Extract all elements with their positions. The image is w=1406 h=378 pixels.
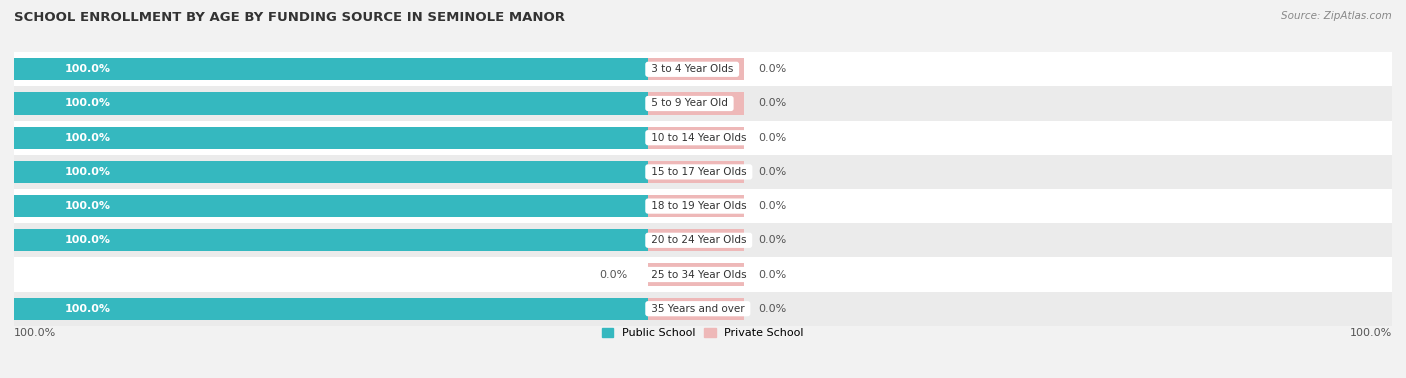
Text: 0.0%: 0.0% xyxy=(758,270,786,279)
Bar xyxy=(14,291,1392,326)
Text: 25 to 34 Year Olds: 25 to 34 Year Olds xyxy=(648,270,749,279)
Text: 5 to 9 Year Old: 5 to 9 Year Old xyxy=(648,99,731,108)
Bar xyxy=(14,155,1392,189)
Text: 0.0%: 0.0% xyxy=(758,235,786,245)
Text: SCHOOL ENROLLMENT BY AGE BY FUNDING SOURCE IN SEMINOLE MANOR: SCHOOL ENROLLMENT BY AGE BY FUNDING SOUR… xyxy=(14,11,565,24)
Text: 0.0%: 0.0% xyxy=(758,64,786,74)
Text: 0.0%: 0.0% xyxy=(758,167,786,177)
Bar xyxy=(648,195,744,217)
Bar xyxy=(648,127,744,149)
Bar xyxy=(14,195,648,217)
Bar xyxy=(648,229,744,251)
Bar xyxy=(14,121,1392,155)
Text: 100.0%: 100.0% xyxy=(1350,328,1392,338)
Text: 20 to 24 Year Olds: 20 to 24 Year Olds xyxy=(648,235,749,245)
Text: 0.0%: 0.0% xyxy=(758,133,786,143)
Text: 100.0%: 100.0% xyxy=(65,201,111,211)
Bar xyxy=(14,127,648,149)
Bar xyxy=(14,223,1392,257)
Bar xyxy=(14,257,1392,291)
Bar xyxy=(648,161,744,183)
Text: 15 to 17 Year Olds: 15 to 17 Year Olds xyxy=(648,167,749,177)
Text: 3 to 4 Year Olds: 3 to 4 Year Olds xyxy=(648,64,737,74)
Bar xyxy=(14,229,648,251)
Bar xyxy=(648,263,744,286)
Text: 100.0%: 100.0% xyxy=(65,99,111,108)
Text: 35 Years and over: 35 Years and over xyxy=(648,304,748,314)
Text: 100.0%: 100.0% xyxy=(65,64,111,74)
Text: 0.0%: 0.0% xyxy=(758,99,786,108)
Bar xyxy=(14,92,648,115)
Bar xyxy=(14,161,648,183)
Bar xyxy=(648,58,744,81)
Bar xyxy=(14,297,648,320)
Text: 100.0%: 100.0% xyxy=(65,167,111,177)
Text: 0.0%: 0.0% xyxy=(758,304,786,314)
Bar xyxy=(648,297,744,320)
Text: 0.0%: 0.0% xyxy=(758,201,786,211)
Text: 10 to 14 Year Olds: 10 to 14 Year Olds xyxy=(648,133,749,143)
Text: 100.0%: 100.0% xyxy=(65,304,111,314)
Text: 0.0%: 0.0% xyxy=(599,270,627,279)
Text: 100.0%: 100.0% xyxy=(65,235,111,245)
Bar xyxy=(14,87,1392,121)
Bar xyxy=(14,58,648,81)
Text: 100.0%: 100.0% xyxy=(65,133,111,143)
Bar xyxy=(14,189,1392,223)
Text: Source: ZipAtlas.com: Source: ZipAtlas.com xyxy=(1281,11,1392,21)
Text: 100.0%: 100.0% xyxy=(14,328,56,338)
Text: 18 to 19 Year Olds: 18 to 19 Year Olds xyxy=(648,201,749,211)
Legend: Public School, Private School: Public School, Private School xyxy=(599,324,807,341)
Bar xyxy=(648,92,744,115)
Bar xyxy=(14,52,1392,87)
